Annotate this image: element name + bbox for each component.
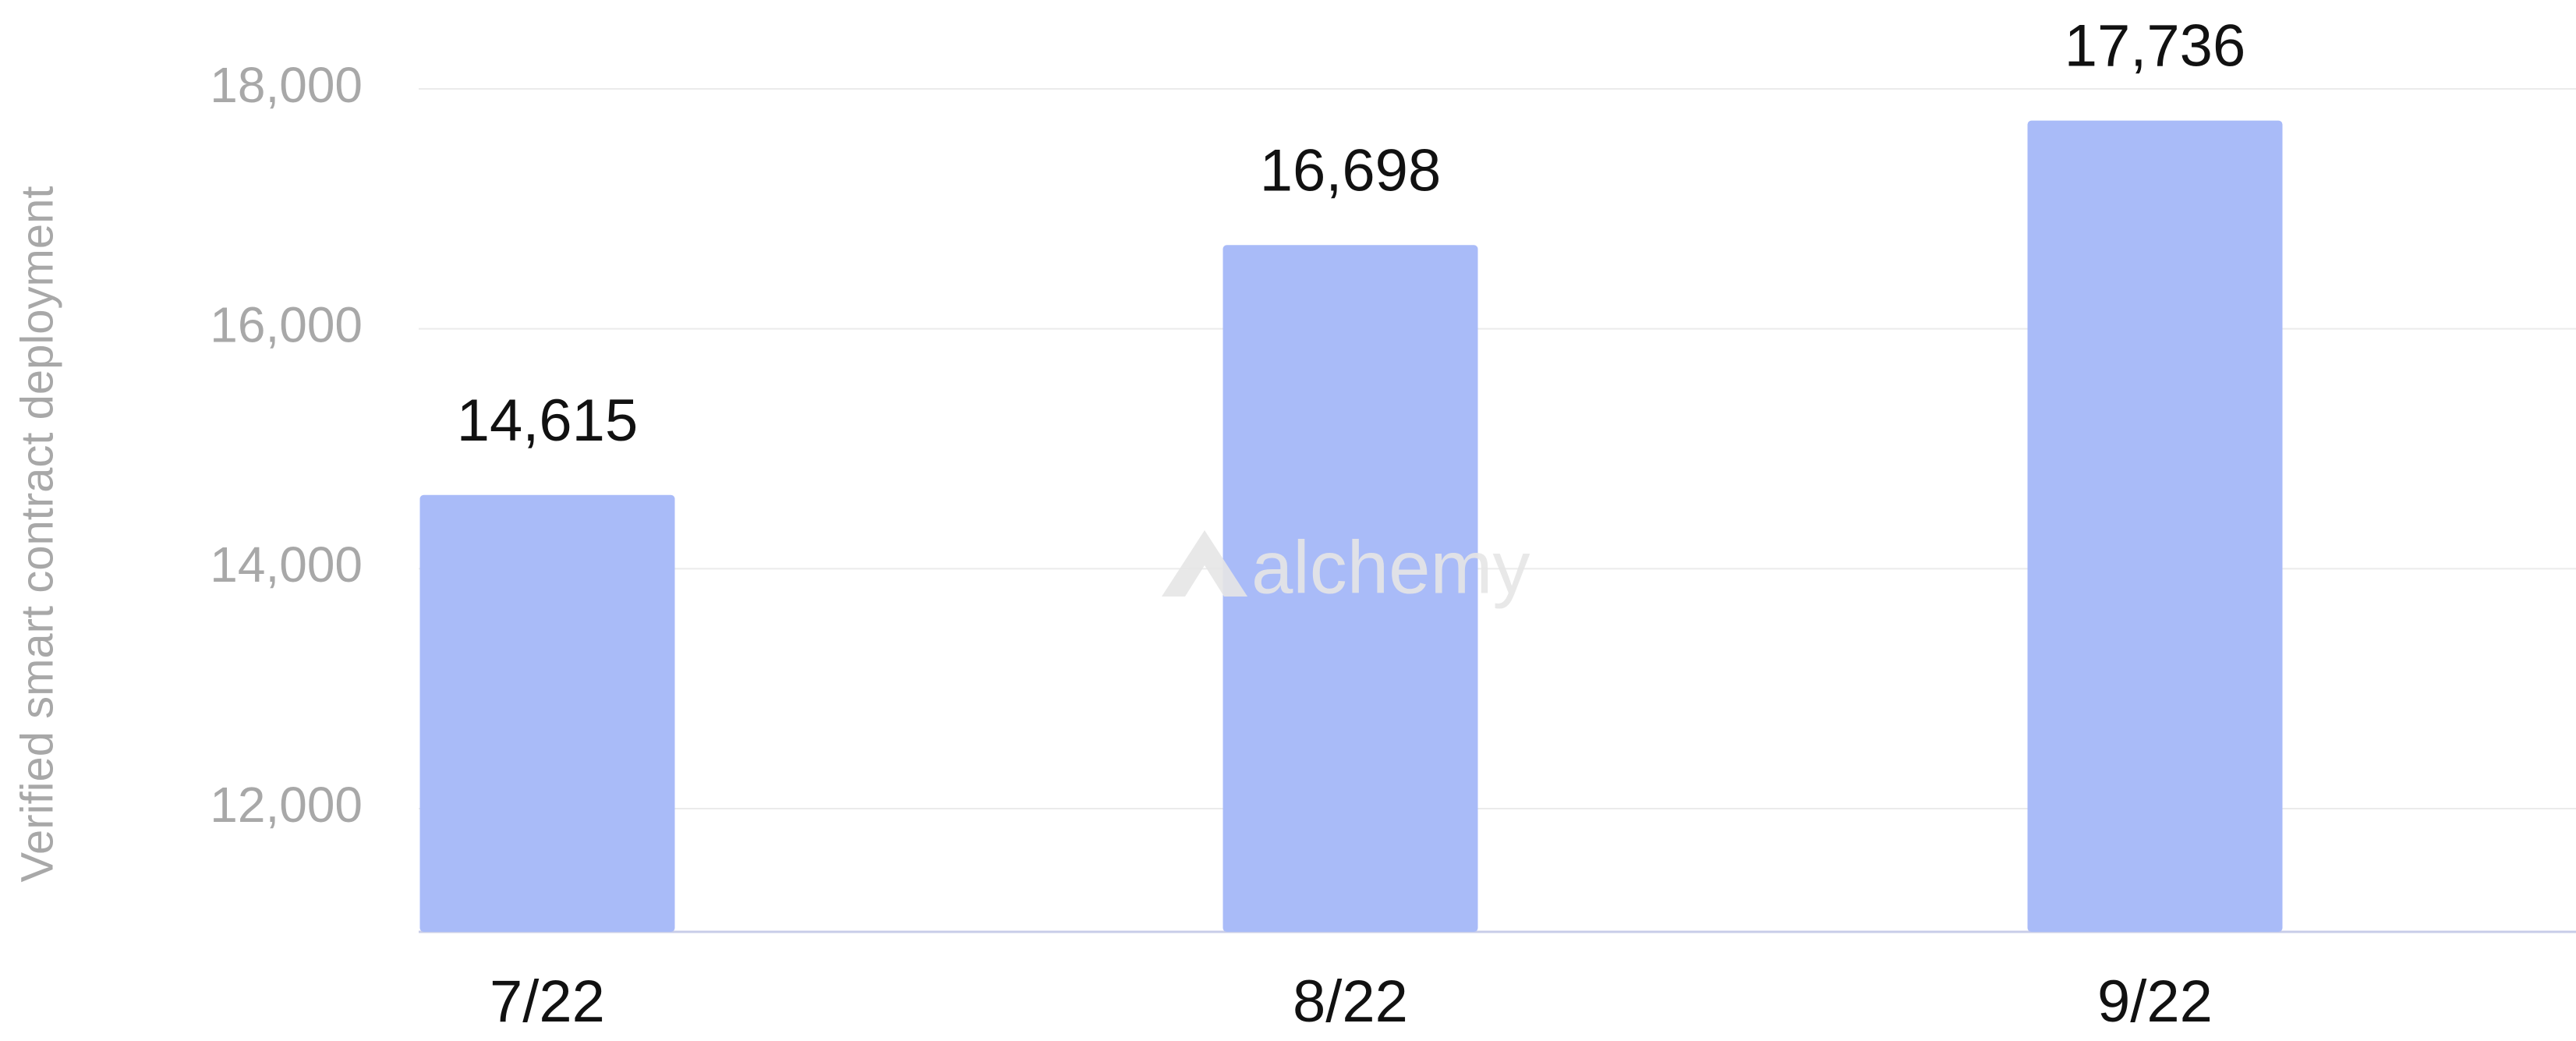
bar <box>1223 245 1478 932</box>
watermark-logo: alchemy <box>1162 526 1530 609</box>
y-tick-label: 14,000 <box>210 536 363 593</box>
x-tick-label: 9/22 <box>2097 968 2213 1035</box>
watermark-icon <box>1162 530 1247 597</box>
watermark: alchemy <box>1251 526 1530 609</box>
x-tick-label: 7/22 <box>490 968 605 1035</box>
y-tick-label: 18,000 <box>210 57 363 113</box>
y-tick-label: 12,000 <box>210 777 363 833</box>
value-label: 16,698 <box>1260 137 1441 204</box>
value-label: 14,615 <box>457 388 638 454</box>
bar <box>419 494 675 932</box>
plot: 12,000 14,000 16,000 18,000 14,615 7/22 16,698… <box>210 13 2576 1035</box>
bar <box>2027 120 2283 932</box>
y-axis-label: Verified smart contract deployment <box>12 186 62 883</box>
value-label: 17,736 <box>2065 13 2245 80</box>
x-tick-label: 8/22 <box>1293 968 1408 1035</box>
y-tick-label: 16,000 <box>210 297 363 353</box>
